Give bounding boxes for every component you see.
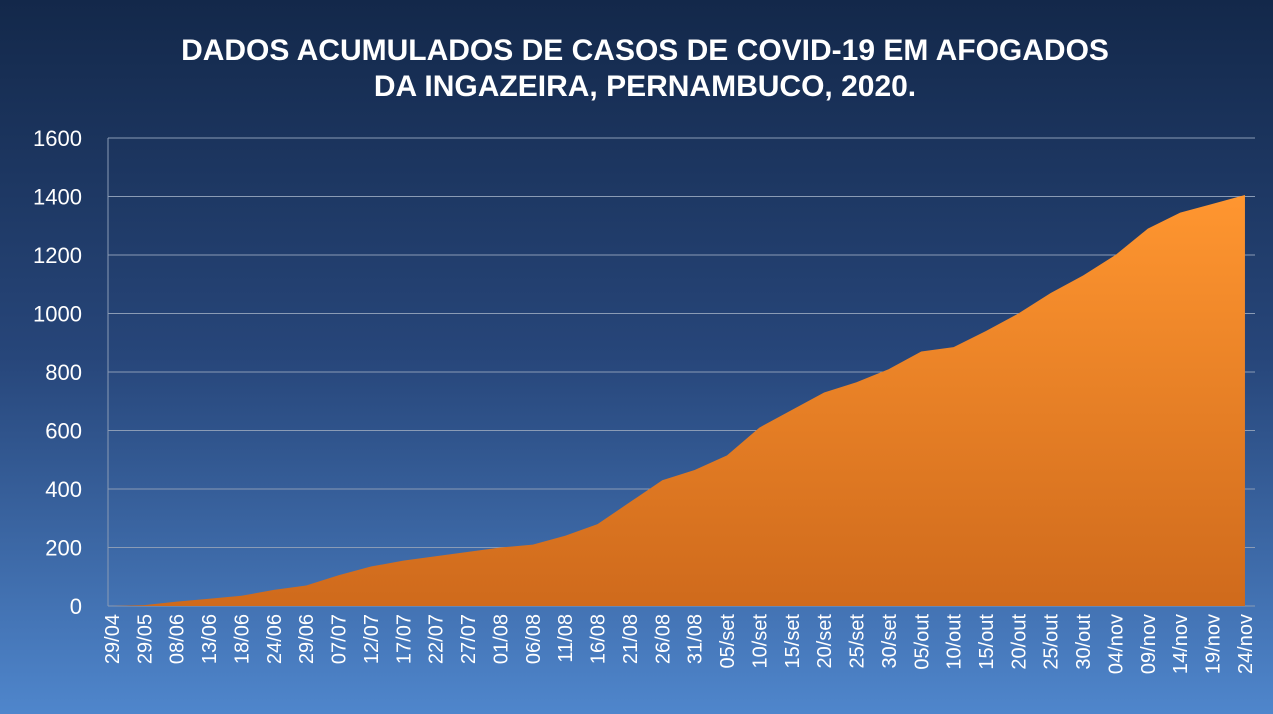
x-tick-label: 17/07: [393, 614, 415, 664]
title: DADOS ACUMULADOS DE CASOS DE COVID-19 EM…: [181, 34, 1109, 103]
x-tick-label: 24/06: [264, 614, 286, 664]
x-tick-label: 10/set: [749, 614, 771, 669]
x-tick-label: 10/out: [944, 614, 966, 670]
x-tick-label: 29/05: [134, 614, 156, 664]
x-tick-label: 08/06: [167, 614, 189, 664]
x-tick-label: 20/set: [814, 614, 836, 669]
chart-title: DADOS ACUMULADOS DE CASOS DE COVID-19 EM…: [181, 34, 1109, 67]
x-tick-label: 19/nov: [1203, 614, 1225, 674]
x-tick-label: 13/06: [199, 614, 221, 664]
x-tick-label: 06/08: [523, 614, 545, 664]
x-tick-label: 12/07: [361, 614, 383, 664]
y-tick-label: 1200: [33, 243, 82, 268]
x-tick-label: 16/08: [588, 614, 610, 664]
x-tick-label: 15/set: [782, 614, 804, 669]
x-tick-label: 14/nov: [1170, 614, 1192, 674]
y-tick-label: 0: [70, 594, 82, 619]
y-tick-label: 400: [45, 477, 82, 502]
y-tick-label: 600: [45, 419, 82, 444]
x-tick-label: 18/06: [231, 614, 253, 664]
x-tick-label: 30/out: [1073, 614, 1095, 670]
x-tick-label: 05/out: [911, 614, 933, 670]
chart-title: DA INGAZEIRA, PERNAMBUCO, 2020.: [374, 70, 916, 103]
y-tick-label: 1400: [33, 185, 82, 210]
x-tick-label: 30/set: [879, 614, 901, 669]
x-tick-label: 26/08: [652, 614, 674, 664]
x-tick-label: 31/08: [685, 614, 707, 664]
x-tick-label: 21/08: [620, 614, 642, 664]
area: [112, 195, 1245, 606]
x-tick-label: 04/nov: [1105, 614, 1127, 674]
x-tick-label: 29/06: [296, 614, 318, 664]
x-tick-label: 24/nov: [1235, 614, 1257, 674]
x-tick-label: 25/out: [1041, 614, 1063, 670]
x-tick-label: 07/07: [329, 614, 351, 664]
x-tick-label: 05/set: [717, 614, 739, 669]
x-tick-label: 01/08: [490, 614, 512, 664]
y-tick-label: 1000: [33, 302, 82, 327]
x-tick-label: 09/nov: [1138, 614, 1160, 674]
y-tick-label: 200: [45, 536, 82, 561]
x-tick-label: 11/08: [555, 614, 577, 663]
x-tick-label: 20/out: [1008, 614, 1030, 670]
x-tick-label: 15/out: [976, 614, 998, 670]
x-tick-label: 29/04: [102, 614, 124, 664]
y-tick-label: 800: [45, 360, 82, 385]
x-tick-label: 22/07: [426, 614, 448, 664]
x-tick-label: 25/set: [847, 614, 869, 669]
y-tick-label: 1600: [33, 126, 82, 151]
x-tick-label: 27/07: [458, 614, 480, 664]
